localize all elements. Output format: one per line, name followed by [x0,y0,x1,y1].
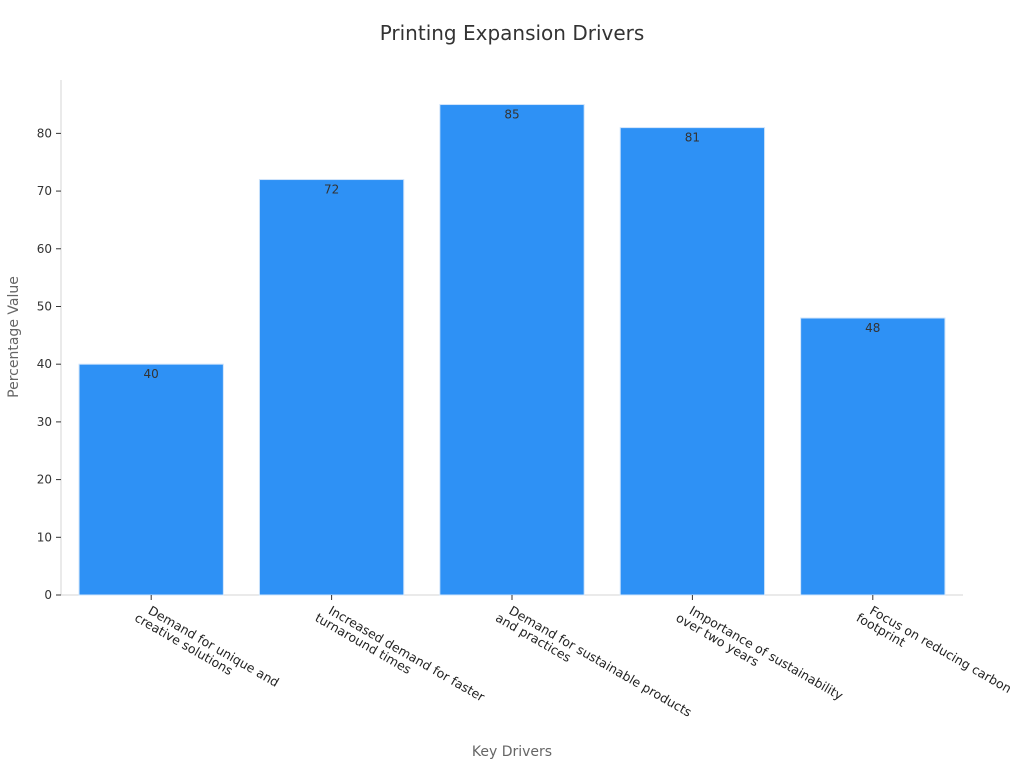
plot-area: 0 10 20 30 40 50 60 70 80 40 Demand for unique and… [37,80,1014,720]
bar-value-label: 81 [685,131,700,145]
bar [78,363,224,596]
y-tick-label: 0 [44,588,52,602]
x-tick-label-line: Focus on reducing carbon [867,603,1014,696]
bar [619,127,766,596]
y-tick-label: 20 [37,473,52,487]
bar-value-label: 48 [865,321,880,335]
chart-title: Printing Expansion Drivers [380,21,645,45]
x-tick-label-line: Demand for sustainable products [507,603,695,720]
y-tick-label: 30 [37,415,52,429]
bar [439,104,585,596]
y-tick-label: 70 [37,184,52,198]
bar-value-label: 85 [504,108,519,122]
bar [800,317,946,596]
y-tick-label: 60 [37,242,52,256]
bar [258,179,405,596]
y-tick-label: 40 [37,357,52,371]
y-tick-label: 80 [37,126,52,140]
y-tick-label: 50 [37,299,52,313]
y-axis-title: Percentage Value [6,276,22,398]
x-tick-label-line: Importance of sustainability [687,603,846,704]
y-tick-label: 10 [37,530,52,544]
x-tick-label-line: Increased demand for faster [326,603,488,705]
x-axis-title: Key Drivers [472,744,552,760]
x-tick-label-line: Demand for unique and [146,603,282,690]
bar-value-label: 40 [144,367,159,381]
bar-value-label: 72 [324,183,339,197]
